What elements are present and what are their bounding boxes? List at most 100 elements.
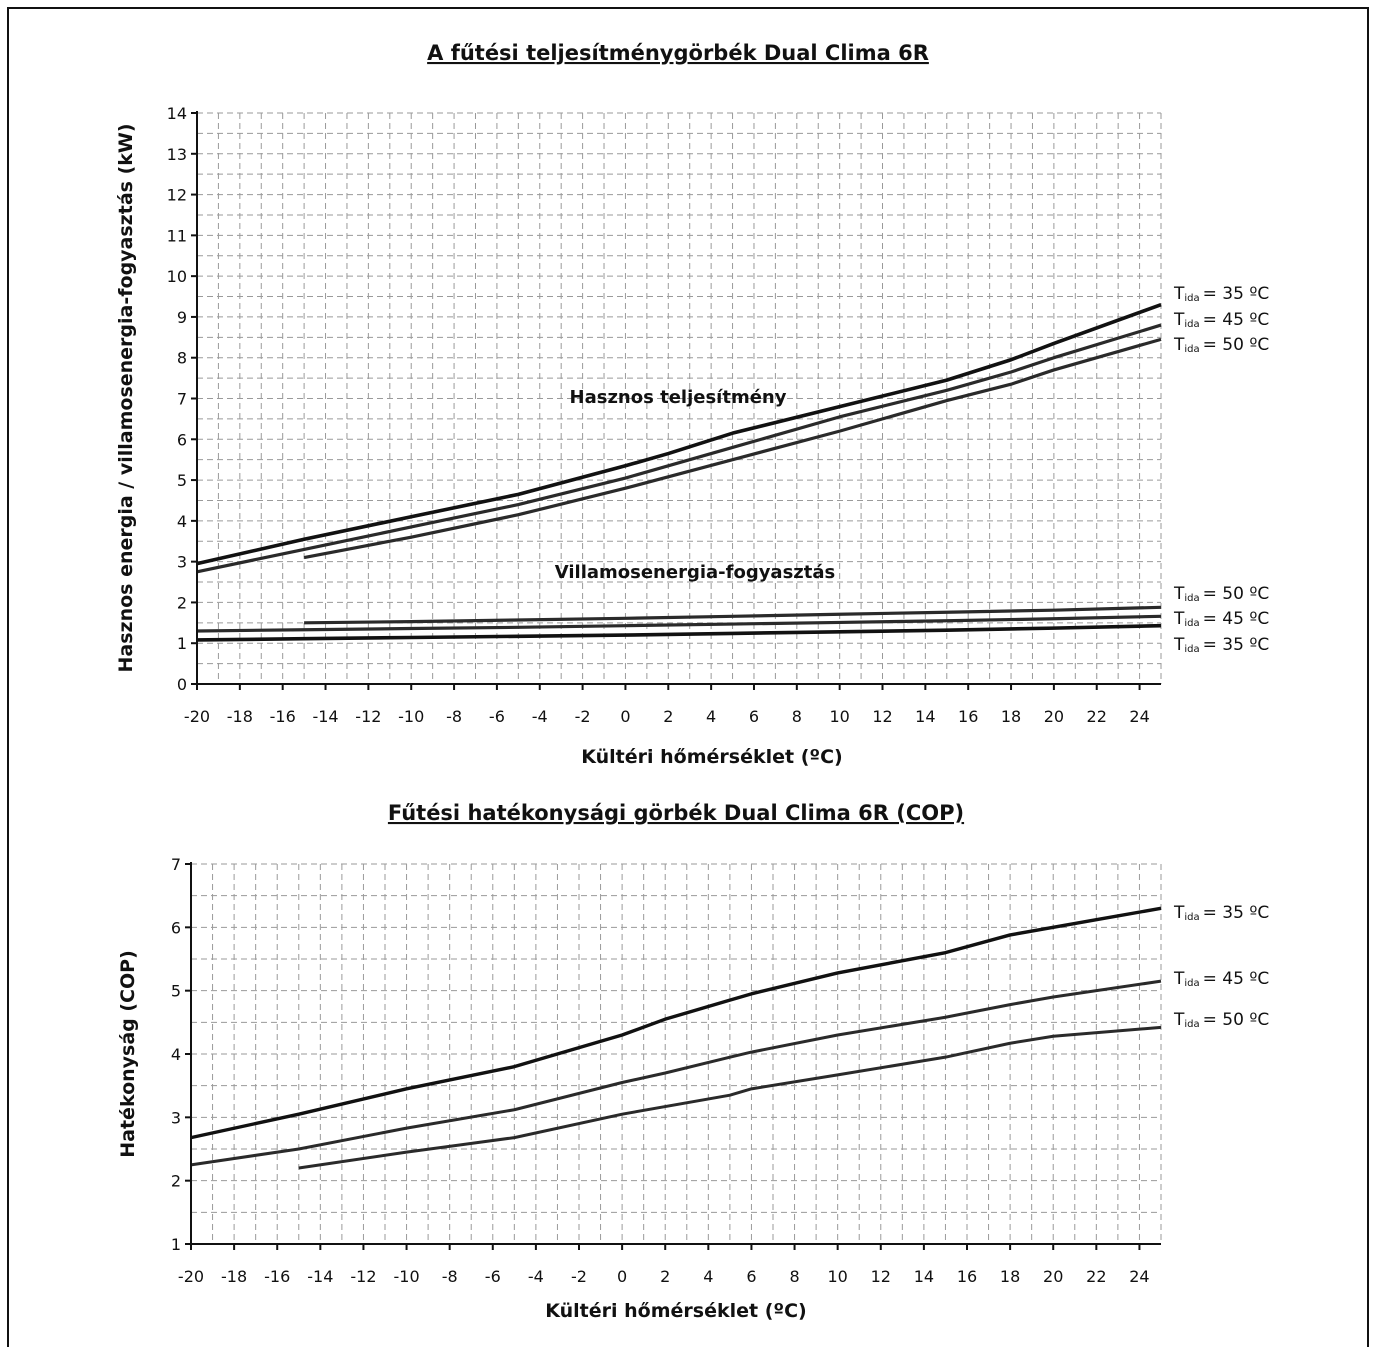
x-tick-label: 0 bbox=[620, 707, 630, 726]
chart-2-series-labels: Tida = 35 ºC Tida = 45 ºC Tida = 50 ºC bbox=[1173, 903, 1269, 1030]
x-tick-label: -10 bbox=[393, 1267, 419, 1286]
x-tick-label: 8 bbox=[789, 1267, 799, 1286]
x-tick-label: 4 bbox=[706, 707, 716, 726]
x-tick-label: -20 bbox=[178, 1267, 204, 1286]
x-tick-label: -18 bbox=[221, 1267, 247, 1286]
x-tick-label: 12 bbox=[872, 707, 892, 726]
y-tick-label: 3 bbox=[177, 553, 187, 572]
x-tick-label: -16 bbox=[270, 707, 296, 726]
x-tick-label: 6 bbox=[746, 1267, 756, 1286]
y-tick-label: 14 bbox=[167, 104, 187, 123]
x-tick-label: 2 bbox=[663, 707, 673, 726]
x-tick-label: -8 bbox=[446, 707, 462, 726]
x-tick-label: 20 bbox=[1044, 707, 1064, 726]
y-tick-label: 2 bbox=[171, 1172, 181, 1191]
y-tick-label: 3 bbox=[171, 1108, 181, 1127]
x-tick-label: 18 bbox=[1000, 1267, 1020, 1286]
y-tick-label: 7 bbox=[177, 390, 187, 409]
x-tick-label: 18 bbox=[1001, 707, 1021, 726]
chart-1-series bbox=[196, 303, 1162, 642]
x-tick-label: -14 bbox=[307, 1267, 333, 1286]
chart-1-title: A fűtési teljesítménygörbék Dual Clima 6… bbox=[427, 41, 929, 65]
y-tick-label: 1 bbox=[177, 634, 187, 653]
chart-2-grid bbox=[191, 863, 1162, 1244]
x-tick-label: -18 bbox=[227, 707, 253, 726]
x-tick-label: -10 bbox=[398, 707, 424, 726]
x-tick-label: -4 bbox=[528, 1267, 544, 1286]
chart-1-x-axis-title: Kültéri hőmérséklet (ºC) bbox=[581, 746, 842, 768]
series-line-3 bbox=[298, 1025, 1162, 1170]
y-tick-label: 5 bbox=[171, 982, 181, 1001]
y-tick-label: 6 bbox=[171, 918, 181, 937]
y-tick-label: 4 bbox=[171, 1045, 181, 1064]
annotation-power-consumption: Villamosenergia-fogyasztás bbox=[555, 562, 836, 583]
x-tick-label: 10 bbox=[829, 707, 849, 726]
chart-2-x-axis-title: Kültéri hőmérséklet (ºC) bbox=[545, 1300, 806, 1322]
series-label-3: Tida = 50 ºC bbox=[1173, 335, 1269, 355]
x-tick-label: 2 bbox=[660, 1267, 670, 1286]
chart-2: Fűtési hatékonysági görbék Dual Clima 6R… bbox=[117, 801, 1269, 1322]
series-line-2 bbox=[196, 323, 1162, 574]
y-tick-label: 0 bbox=[177, 675, 187, 694]
series-label-3: Tida = 50 ºC bbox=[1173, 1010, 1269, 1030]
y-tick-label: 12 bbox=[167, 186, 187, 205]
x-tick-label: 14 bbox=[914, 1267, 934, 1286]
x-tick-label: -8 bbox=[442, 1267, 458, 1286]
y-tick-label: 2 bbox=[177, 593, 187, 612]
series-label-2: Tida = 45 ºC bbox=[1173, 969, 1269, 989]
annotation-useful-power: Hasznos teljesítmény bbox=[570, 387, 787, 408]
chart-2-y-axis-title: Hatékonyság (COP) bbox=[117, 950, 139, 1158]
y-tick-label: 10 bbox=[167, 267, 187, 286]
chart-1: A fűtési teljesítménygörbék Dual Clima 6… bbox=[115, 41, 1269, 768]
x-tick-label: 8 bbox=[792, 707, 802, 726]
y-tick-label: 1 bbox=[171, 1235, 181, 1254]
x-tick-label: -20 bbox=[184, 707, 210, 726]
series-line-6 bbox=[196, 623, 1162, 642]
x-tick-label: 22 bbox=[1087, 707, 1107, 726]
series-label-5: Tida = 45 ºC bbox=[1173, 609, 1269, 629]
x-tick-label: -14 bbox=[312, 707, 338, 726]
chart-1-y-axis-title: Hasznos energia / villamosenergia-fogyas… bbox=[115, 123, 137, 672]
chart-2-title: Fűtési hatékonysági görbék Dual Clima 6R… bbox=[388, 801, 964, 825]
y-tick-label: 8 bbox=[177, 349, 187, 368]
series-line-1 bbox=[196, 303, 1162, 566]
y-tick-label: 5 bbox=[177, 471, 187, 490]
x-tick-label: -2 bbox=[575, 707, 591, 726]
x-tick-label: 22 bbox=[1086, 1267, 1106, 1286]
y-tick-label: 4 bbox=[177, 512, 187, 531]
x-tick-label: -4 bbox=[532, 707, 548, 726]
y-tick-label: 6 bbox=[177, 430, 187, 449]
x-tick-label: 10 bbox=[827, 1267, 847, 1286]
x-tick-label: -12 bbox=[355, 707, 381, 726]
x-tick-label: 16 bbox=[958, 707, 978, 726]
chart-1-grid bbox=[197, 112, 1162, 684]
x-tick-label: 6 bbox=[749, 707, 759, 726]
series-label-1: Tida = 35 ºC bbox=[1173, 903, 1269, 923]
x-tick-label: 4 bbox=[703, 1267, 713, 1286]
x-tick-label: 24 bbox=[1129, 1267, 1149, 1286]
x-tick-label: 14 bbox=[915, 707, 935, 726]
y-tick-label: 11 bbox=[167, 226, 187, 245]
series-label-2: Tida = 45 ºC bbox=[1173, 310, 1269, 330]
y-tick-label: 13 bbox=[167, 145, 187, 164]
x-tick-label: 16 bbox=[957, 1267, 977, 1286]
x-tick-label: -12 bbox=[350, 1267, 376, 1286]
x-tick-label: 12 bbox=[871, 1267, 891, 1286]
series-line-3 bbox=[303, 337, 1162, 560]
y-tick-label: 7 bbox=[171, 855, 181, 874]
series-line-4 bbox=[304, 605, 1162, 625]
series-label-6: Tida = 35 ºC bbox=[1173, 635, 1269, 655]
series-label-4: Tida = 50 ºC bbox=[1173, 584, 1269, 604]
series-line-2 bbox=[190, 979, 1162, 1167]
y-tick-label: 9 bbox=[177, 308, 187, 327]
x-tick-label: -6 bbox=[489, 707, 505, 726]
x-tick-label: -16 bbox=[264, 1267, 290, 1286]
series-label-1: Tida = 35 ºC bbox=[1173, 284, 1269, 304]
x-tick-label: -6 bbox=[485, 1267, 501, 1286]
x-tick-label: -2 bbox=[571, 1267, 587, 1286]
series-line-1 bbox=[190, 906, 1162, 1140]
x-tick-label: 0 bbox=[617, 1267, 627, 1286]
